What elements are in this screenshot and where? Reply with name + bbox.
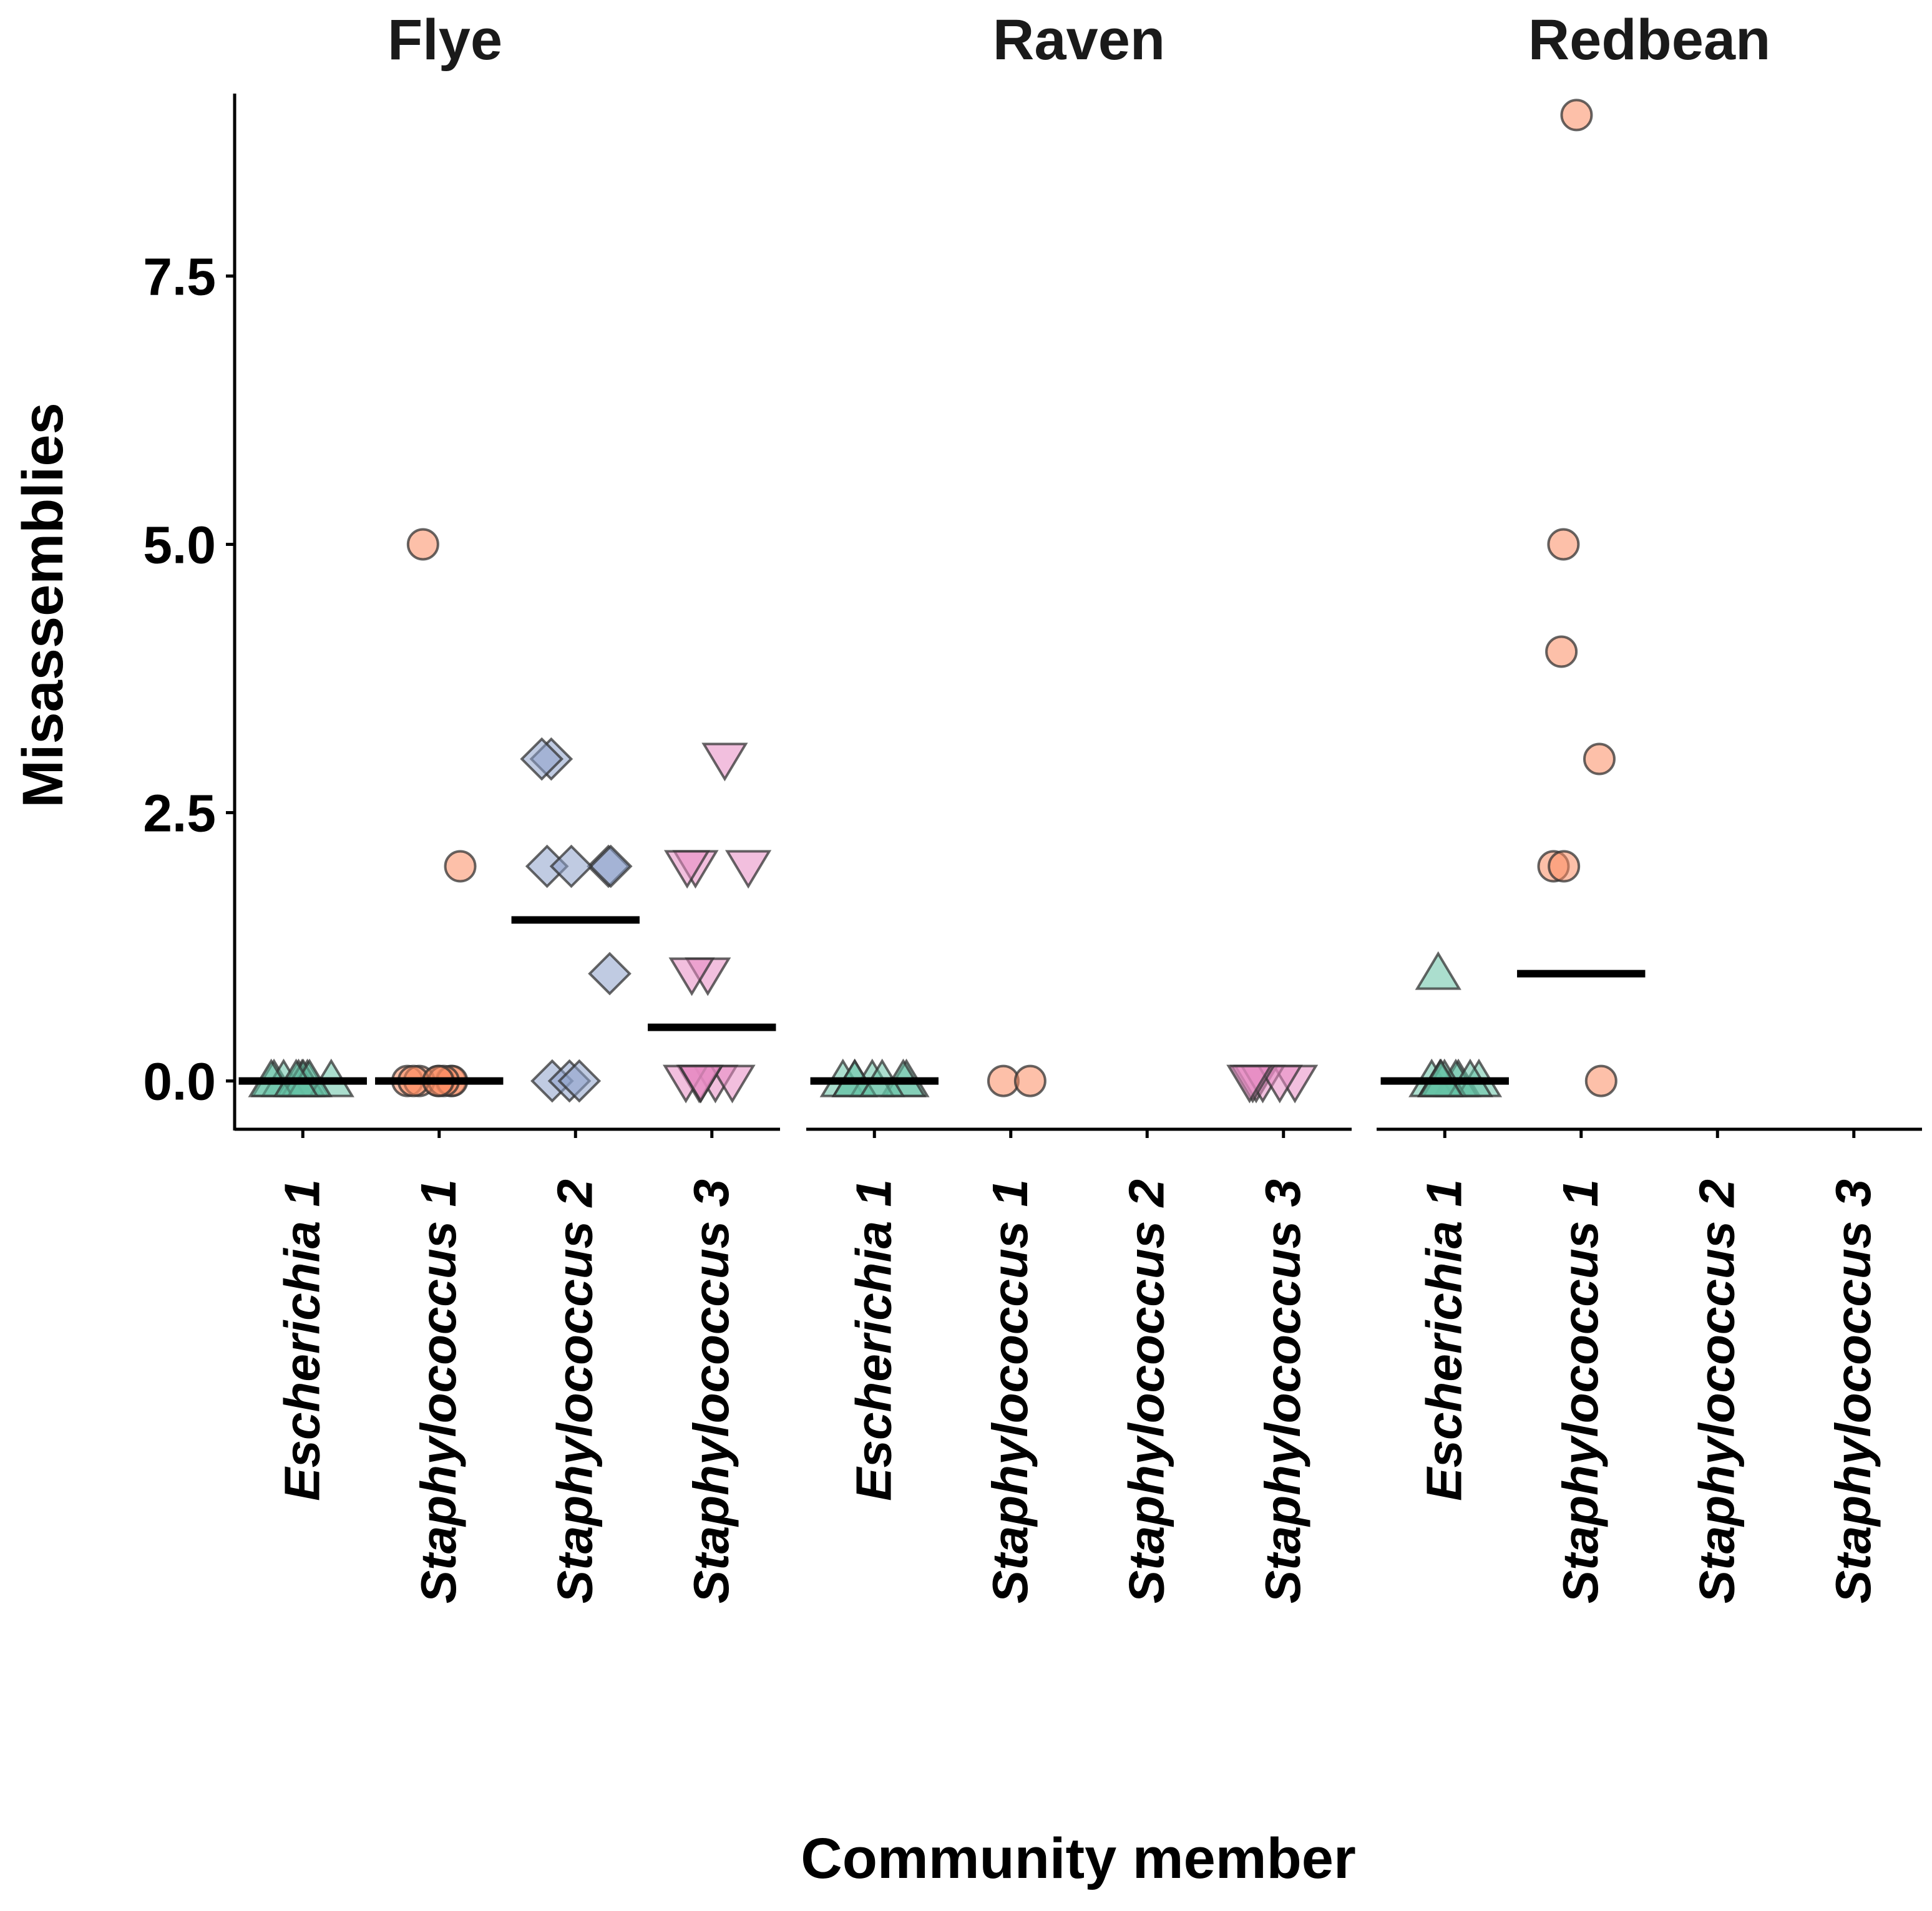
data-point-redbean-staphylococcus-1 <box>1583 742 1616 776</box>
data-point-flye-staphylococcus-3 <box>724 850 772 889</box>
data-point-redbean-staphylococcus-1 <box>1548 850 1581 883</box>
facet-title-redbean: Redbean <box>1528 8 1771 72</box>
data-point-raven-staphylococcus-1 <box>987 1064 1020 1097</box>
data-point-flye-staphylococcus-3 <box>677 1064 724 1104</box>
data-point-redbean-escherichia-1 <box>1415 951 1461 990</box>
data-point-redbean-staphylococcus-1 <box>1545 635 1578 668</box>
data-point-flye-staphylococcus-2 <box>588 951 632 996</box>
data-point-flye-staphylococcus-3 <box>668 957 715 996</box>
x-tick-label-escherichia-1: Escherichia 1 <box>274 1179 329 1501</box>
x-tick-label-staphylococcus-1: Staphylococcus 1 <box>1553 1179 1608 1603</box>
data-points <box>248 99 1617 1104</box>
y-axis: 0.0 2.5 5.0 7.5 <box>143 94 237 1131</box>
facet-title-flye: Flye <box>388 8 502 72</box>
y-tick-label: 2.5 <box>143 784 216 843</box>
x-tick-label-staphylococcus-2: Staphylococcus 2 <box>1689 1179 1744 1603</box>
facet-title-raven: Raven <box>993 8 1165 72</box>
data-point-raven-staphylococcus-1 <box>1013 1064 1046 1097</box>
facet-titles: Flye Raven Redbean <box>388 8 1770 72</box>
x-tick-label-staphylococcus-2: Staphylococcus 2 <box>1118 1179 1174 1603</box>
data-point-flye-staphylococcus-3 <box>664 850 711 889</box>
data-point-flye-staphylococcus-1 <box>406 528 439 561</box>
data-point-redbean-staphylococcus-1 <box>1560 99 1593 132</box>
data-point-flye-staphylococcus-2 <box>520 737 564 781</box>
x-tick-label-staphylococcus-3: Staphylococcus 3 <box>1825 1179 1881 1603</box>
y-tick-label: 7.5 <box>143 247 216 306</box>
data-point-flye-staphylococcus-2 <box>549 844 593 888</box>
x-tick-label-escherichia-1: Escherichia 1 <box>1416 1179 1471 1501</box>
data-point-raven-staphylococcus-3 <box>1226 1064 1273 1104</box>
x-tick-label-staphylococcus-1: Staphylococcus 1 <box>982 1179 1038 1603</box>
data-point-flye-staphylococcus-2 <box>557 1059 602 1103</box>
data-point-flye-staphylococcus-2 <box>588 844 633 888</box>
y-axis-title: Misassemblies <box>11 402 75 807</box>
data-point-redbean-staphylococcus-1 <box>1584 1064 1617 1097</box>
x-axis: Escherichia 1 Staphylococcus 1 Staphylococ… <box>235 1127 1922 1603</box>
x-tick-label-staphylococcus-3: Staphylococcus 3 <box>683 1179 739 1603</box>
x-tick-label-staphylococcus-2: Staphylococcus 2 <box>547 1179 602 1603</box>
data-point-flye-staphylococcus-3 <box>709 1064 756 1104</box>
x-tick-label-escherichia-1: Escherichia 1 <box>846 1179 901 1501</box>
y-tick-label: 0.0 <box>143 1053 216 1111</box>
x-tick-label-staphylococcus-3: Staphylococcus 3 <box>1255 1179 1310 1603</box>
median-lines <box>238 916 1646 1085</box>
data-point-flye-staphylococcus-1 <box>444 850 477 883</box>
data-point-redbean-staphylococcus-1 <box>1547 528 1580 561</box>
data-point-flye-staphylococcus-3 <box>701 742 748 782</box>
y-tick-label: 5.0 <box>143 515 216 574</box>
x-axis-title: Community member <box>801 1827 1356 1890</box>
x-tick-label-staphylococcus-1: Staphylococcus 1 <box>411 1179 466 1603</box>
